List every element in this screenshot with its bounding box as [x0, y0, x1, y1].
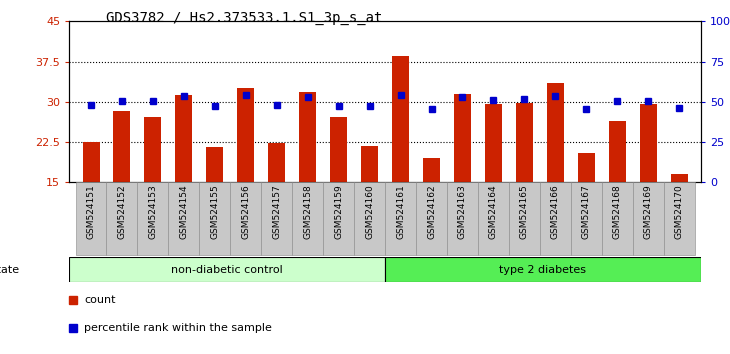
Bar: [137, 182, 169, 255]
Text: GSM524158: GSM524158: [303, 184, 312, 239]
Bar: [416, 182, 447, 255]
Text: GSM524156: GSM524156: [242, 184, 250, 239]
Text: GSM524170: GSM524170: [675, 184, 683, 239]
Bar: [385, 182, 416, 255]
Bar: [299, 92, 316, 182]
Text: GSM524155: GSM524155: [210, 184, 219, 239]
Text: GSM524154: GSM524154: [180, 184, 188, 239]
Bar: [292, 182, 323, 255]
Bar: [199, 182, 230, 255]
Bar: [485, 104, 502, 182]
Text: type 2 diabetes: type 2 diabetes: [499, 265, 586, 275]
Bar: [207, 147, 223, 182]
Text: GSM524161: GSM524161: [396, 184, 405, 239]
Text: GSM524165: GSM524165: [520, 184, 529, 239]
Bar: [261, 182, 292, 255]
Bar: [361, 146, 378, 182]
Bar: [268, 143, 285, 182]
Text: percentile rank within the sample: percentile rank within the sample: [84, 323, 272, 333]
Text: non-diabetic control: non-diabetic control: [172, 265, 283, 275]
Bar: [169, 182, 199, 255]
Bar: [113, 112, 131, 182]
Text: GSM524166: GSM524166: [551, 184, 560, 239]
Bar: [454, 94, 471, 182]
Text: GSM524152: GSM524152: [118, 184, 126, 239]
Text: GSM524164: GSM524164: [489, 184, 498, 239]
Text: count: count: [84, 296, 115, 306]
Text: GSM524169: GSM524169: [644, 184, 653, 239]
Bar: [633, 182, 664, 255]
Bar: [577, 153, 595, 182]
Bar: [75, 182, 107, 255]
Text: GSM524151: GSM524151: [87, 184, 96, 239]
Bar: [145, 117, 161, 182]
Text: disease state: disease state: [0, 265, 19, 275]
Bar: [478, 182, 509, 255]
Text: GSM524168: GSM524168: [612, 184, 622, 239]
Bar: [69, 257, 385, 282]
Text: GSM524160: GSM524160: [365, 184, 374, 239]
Bar: [107, 182, 137, 255]
Bar: [609, 121, 626, 182]
Bar: [509, 182, 540, 255]
Bar: [82, 142, 99, 182]
Bar: [602, 182, 633, 255]
Text: GSM524162: GSM524162: [427, 184, 436, 239]
Text: GDS3782 / Hs2.373533.1.S1_3p_s_at: GDS3782 / Hs2.373533.1.S1_3p_s_at: [106, 11, 383, 25]
Bar: [175, 95, 193, 182]
Bar: [547, 83, 564, 182]
Bar: [354, 182, 385, 255]
Bar: [323, 182, 354, 255]
Bar: [447, 182, 478, 255]
Bar: [385, 257, 701, 282]
Bar: [423, 158, 440, 182]
Bar: [671, 174, 688, 182]
Bar: [639, 104, 657, 182]
Bar: [392, 56, 409, 182]
Bar: [571, 182, 602, 255]
Bar: [664, 182, 695, 255]
Bar: [540, 182, 571, 255]
Text: GSM524153: GSM524153: [148, 184, 158, 239]
Text: GSM524163: GSM524163: [458, 184, 467, 239]
Bar: [230, 182, 261, 255]
Text: GSM524159: GSM524159: [334, 184, 343, 239]
Text: GSM524167: GSM524167: [582, 184, 591, 239]
Bar: [330, 117, 347, 182]
Text: GSM524157: GSM524157: [272, 184, 281, 239]
Bar: [516, 103, 533, 182]
Bar: [237, 88, 254, 182]
